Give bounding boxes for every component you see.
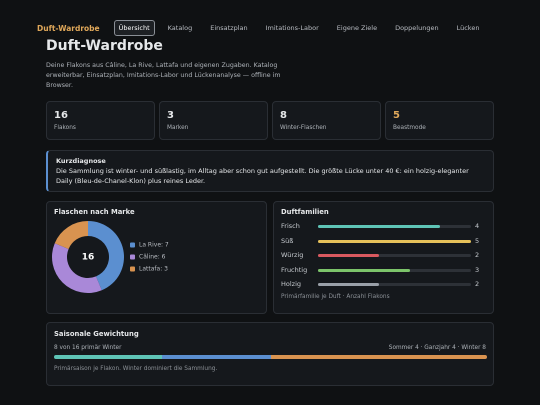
nav-tab[interactable]: Lücken <box>456 24 480 32</box>
nav-tab[interactable]: Einsatzplan <box>210 24 248 32</box>
family-name: Würzig <box>281 251 304 259</box>
family-count: 3 <box>475 265 480 274</box>
diagnosis-title: Kurzdiagnose <box>56 157 106 165</box>
legend-label: La Rive: 7 <box>139 242 169 249</box>
family-name: Frisch <box>281 222 300 230</box>
season-segment <box>54 355 163 359</box>
donut-total: 16 <box>82 253 95 263</box>
bar <box>318 254 380 257</box>
stat-card: 16 Flakons <box>46 101 155 140</box>
bar-track <box>318 283 471 286</box>
family-count: 5 <box>475 236 480 245</box>
diagnosis-text: Die Sammlung ist winter- und süßlastig, … <box>56 167 469 185</box>
stat-value: 16 <box>54 110 68 121</box>
nav-tab[interactable]: Katalog <box>167 24 193 32</box>
legend-swatch <box>130 242 135 248</box>
nav-tab[interactable]: Doppelungen <box>395 24 439 32</box>
donut-chart: La Rive: 7 Câline: 6 Lattafa: 3 16 <box>51 221 169 293</box>
bar-track <box>318 225 471 228</box>
legend-swatch <box>130 254 135 260</box>
brand[interactable]: Duft-Wardrobe <box>37 23 100 33</box>
bar <box>318 225 441 228</box>
family-name: Süß <box>281 236 294 245</box>
family-card: Duftfamilien Frisch 4 Süß 5 Würzig 2 Fruchtig 3… <box>273 201 494 314</box>
season-segment <box>162 355 271 359</box>
stat-value: 8 <box>280 110 287 121</box>
legend-label: Lattafa: 3 <box>139 266 168 273</box>
season-left: 8 von 16 primär Winter <box>54 345 122 351</box>
card-title: Saisonale Gewichtung <box>54 330 139 338</box>
diagnosis-card: Kurzdiagnose Die Sammlung ist winter- un… <box>46 150 494 192</box>
family-count: 4 <box>475 222 480 230</box>
nav-tab[interactable]: Imitations-Labor <box>265 24 319 32</box>
donut-segment <box>51 243 102 293</box>
bar-track <box>318 268 471 272</box>
stat-label: Marken <box>167 125 189 131</box>
nav-bar: Duft-Wardrobe Übersicht Katalog Einsatzpla… <box>0 18 540 38</box>
stat-value: 3 <box>167 110 174 121</box>
bar-track <box>318 239 471 243</box>
bar-track <box>318 254 471 257</box>
stat-label: Winter-Flaschen <box>280 125 327 131</box>
stat-label: Flakons <box>54 125 76 131</box>
nav-tab[interactable]: Eigene Ziele <box>336 24 378 32</box>
season-segment <box>270 355 487 359</box>
stat-card: 3 Marken <box>159 101 268 140</box>
nav-tab[interactable]: Übersicht <box>113 20 155 36</box>
season-card: Saisonale Gewichtung 8 von 16 primär Win… <box>46 322 494 386</box>
donut-segment <box>88 221 124 291</box>
stat-card: 8 Winter-Flaschen <box>272 101 381 140</box>
bar <box>318 268 410 272</box>
card-title: Flaschen nach Marke <box>54 208 135 216</box>
stat-value: 5 <box>393 110 400 121</box>
season-bar <box>54 355 487 359</box>
donut-segment <box>54 221 88 249</box>
stat-card: 5 Beastmode <box>385 101 494 140</box>
family-count: 2 <box>475 280 480 288</box>
family-count: 2 <box>475 251 480 259</box>
card-title: Duftfamilien <box>281 208 329 216</box>
legend-swatch <box>130 266 135 272</box>
legend-label: Câline: 6 <box>139 254 166 261</box>
family-name: Holzig <box>281 280 302 288</box>
stat-label: Beastmode <box>393 125 426 131</box>
bar <box>318 283 380 286</box>
season-right: Sommer 4 · Ganzjahr 4 · Winter 8 <box>388 345 486 351</box>
page-title: Duft-Wardrobe <box>46 38 163 54</box>
family-note: Primärfamilie je Duft · Anzahl Flakons <box>281 294 390 300</box>
season-note: Primärsaison je Flakon. Winter dominiert… <box>54 366 218 372</box>
family-name: Fruchtig <box>281 265 308 274</box>
bar <box>318 239 471 243</box>
subtitle: Deine Flakons aus Câline, La Rive, Latta… <box>46 62 281 89</box>
